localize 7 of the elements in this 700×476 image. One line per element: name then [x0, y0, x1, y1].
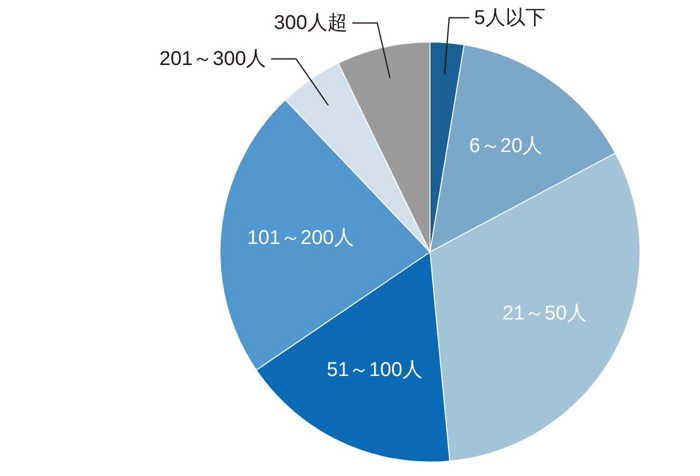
slice-label: 300人超	[274, 12, 348, 34]
slice-label: 101～200人	[247, 227, 354, 250]
slice-label: 6～20人	[469, 135, 543, 158]
slice-label: 201～300人	[159, 48, 266, 70]
slice-label: 51～100人	[326, 358, 422, 381]
slice-label: 21～50人	[502, 302, 587, 325]
slice-label: 5人以下	[474, 6, 546, 29]
